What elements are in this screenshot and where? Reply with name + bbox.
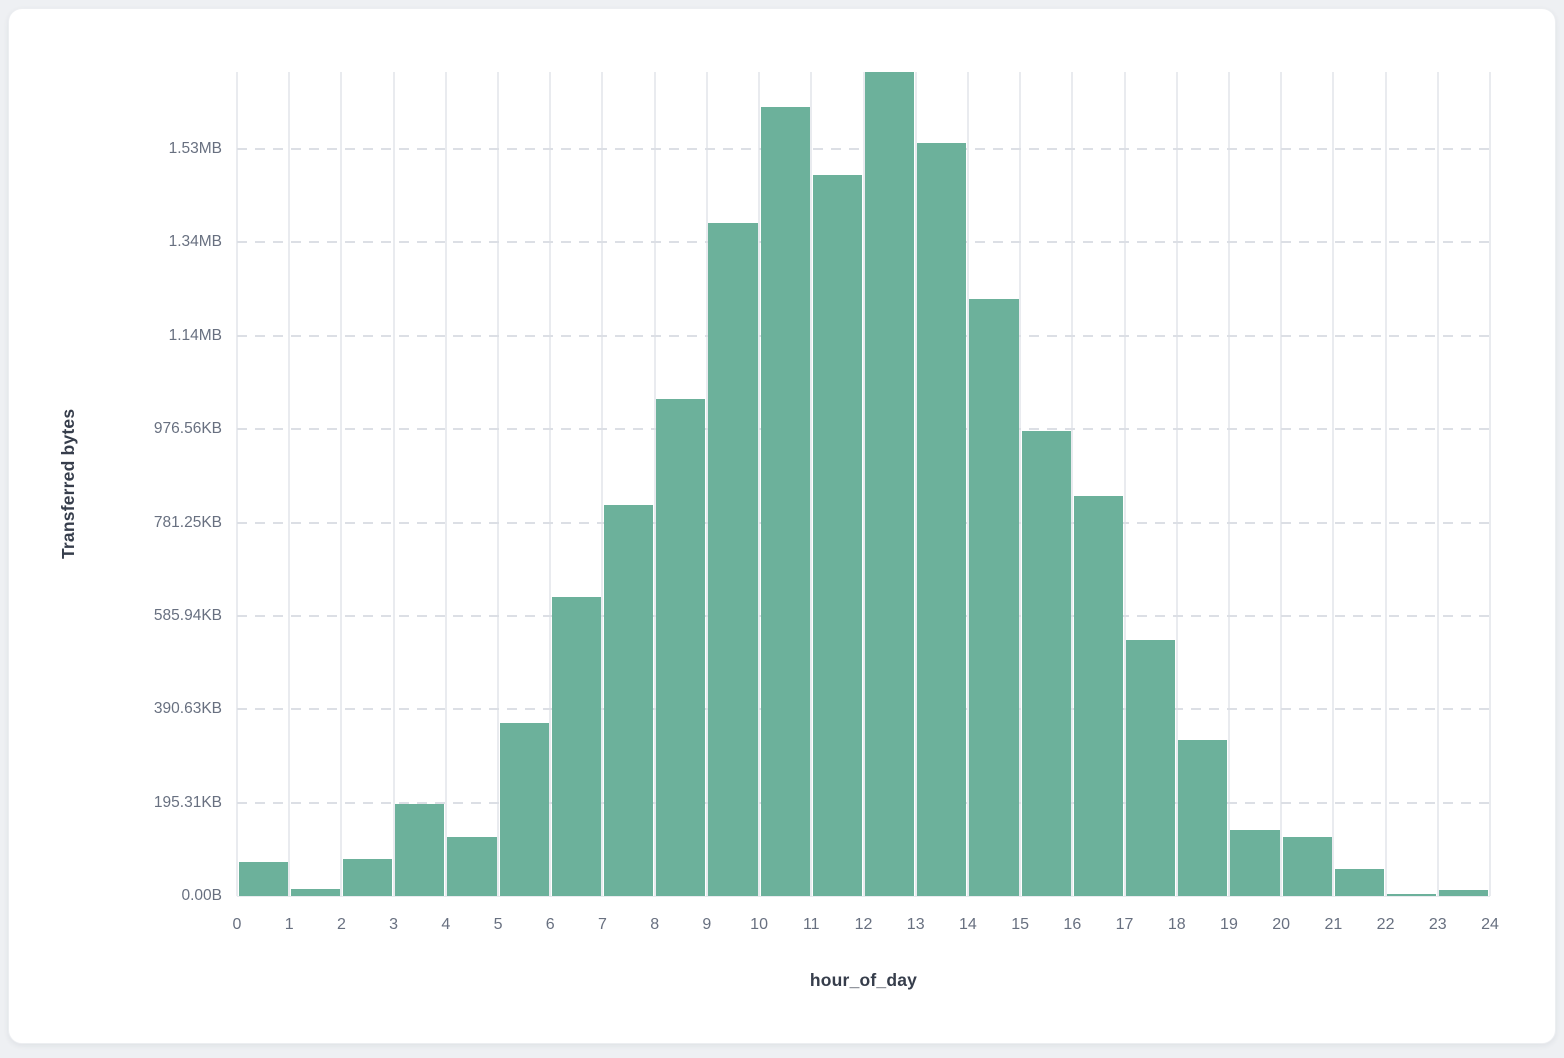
vertical-gridline	[810, 72, 813, 896]
x-tick-label: 20	[1272, 916, 1291, 933]
vertical-gridline	[340, 72, 343, 896]
vertical-gridline	[1280, 72, 1283, 896]
vertical-gridline	[601, 72, 604, 896]
x-tick-label: 11	[802, 916, 820, 933]
vertical-gridline	[497, 72, 500, 896]
x-axis-baseline	[237, 896, 1490, 897]
vertical-gridline	[1175, 72, 1178, 896]
bar-hour-17[interactable]	[1126, 640, 1176, 896]
y-tick-label: 1.53MB	[168, 140, 222, 158]
x-tick-label: 13	[906, 916, 925, 933]
x-tick-label: 10	[750, 916, 768, 933]
x-tick-label: 8	[650, 916, 660, 933]
y-tick-label: 0.00B	[181, 887, 222, 904]
x-tick-label: 24	[1481, 916, 1499, 933]
bar-hour-7[interactable]	[603, 504, 654, 896]
bar-hour-12[interactable]	[865, 72, 915, 896]
x-tick-label: 19	[1220, 916, 1238, 933]
bar-hour-1[interactable]	[290, 889, 340, 896]
x-tick-label: 3	[389, 916, 399, 933]
x-tick-label: 17	[1115, 916, 1134, 933]
bar-hour-9[interactable]	[708, 222, 758, 896]
vertical-gridline	[1332, 72, 1335, 896]
bar-hour-10[interactable]	[760, 107, 810, 896]
vertical-gridline	[653, 72, 656, 896]
bar-hour-23[interactable]	[1439, 890, 1489, 896]
vertical-gridline	[288, 72, 291, 896]
x-tick-label: 22	[1376, 916, 1395, 933]
bar-hour-6[interactable]	[551, 597, 601, 896]
x-tick-label: 1	[284, 916, 294, 933]
vertical-gridline	[1123, 72, 1126, 896]
horizontal-gridline	[237, 708, 1490, 711]
vertical-gridline	[966, 72, 969, 896]
horizontal-gridline	[237, 521, 1490, 524]
bar-hour-16[interactable]	[1073, 496, 1124, 896]
y-tick-label: 390.63KB	[153, 700, 222, 718]
bar-hour-18[interactable]	[1178, 740, 1228, 896]
bar-hour-20[interactable]	[1282, 837, 1332, 896]
vertical-gridline	[1071, 72, 1074, 896]
bar-hour-2[interactable]	[342, 859, 393, 896]
x-tick-label: 0	[232, 916, 242, 933]
horizontal-gridline	[237, 148, 1490, 151]
bar-hour-11[interactable]	[812, 175, 862, 896]
x-tick-label: 23	[1428, 916, 1447, 933]
vertical-gridline	[1384, 72, 1387, 896]
vertical-gridline	[1019, 72, 1022, 896]
vertical-gridline	[549, 72, 552, 896]
vertical-gridline	[1436, 72, 1439, 896]
horizontal-gridline	[237, 241, 1490, 244]
y-axis-title: Transferred bytes	[58, 408, 78, 560]
y-tick-label: 1.14MB	[168, 326, 222, 344]
horizontal-gridline	[237, 801, 1490, 804]
bar-hour-3[interactable]	[395, 804, 445, 896]
x-tick-label: 2	[336, 916, 346, 933]
bar-hour-15[interactable]	[1021, 430, 1071, 896]
vertical-gridline	[758, 72, 761, 896]
x-tick-label: 9	[702, 916, 712, 933]
x-tick-label: 18	[1167, 916, 1186, 933]
bar-hour-8[interactable]	[656, 398, 706, 896]
vertical-gridline	[1227, 72, 1230, 896]
bar-hour-5[interactable]	[499, 723, 549, 896]
histogram-plot-area	[236, 72, 1491, 897]
vertical-gridline	[862, 72, 865, 896]
bar-hour-13[interactable]	[917, 142, 967, 896]
vertical-gridline	[392, 72, 395, 896]
bar-hour-4[interactable]	[447, 837, 497, 896]
bar-hour-19[interactable]	[1230, 830, 1280, 896]
vertical-gridline	[444, 72, 447, 896]
bar-hour-0[interactable]	[238, 861, 288, 896]
x-tick-label: 12	[854, 916, 873, 933]
x-tick-label: 16	[1063, 916, 1082, 933]
bar-hour-14[interactable]	[969, 298, 1019, 896]
bar-hour-21[interactable]	[1334, 868, 1385, 896]
vertical-gridline	[705, 72, 708, 896]
x-axis-title: hour_of_day	[809, 970, 918, 990]
x-tick-label: 14	[959, 916, 977, 933]
x-tick-label: 4	[441, 916, 451, 933]
x-tick-label: 21	[1324, 916, 1343, 933]
y-tick-label: 976.56KB	[153, 420, 222, 438]
bar-hour-22[interactable]	[1387, 894, 1437, 896]
x-tick-label: 15	[1011, 916, 1030, 933]
vertical-gridline	[236, 72, 238, 896]
y-tick-label: 585.94KB	[153, 606, 222, 624]
vertical-gridline	[1489, 72, 1491, 896]
horizontal-gridline	[237, 334, 1490, 337]
y-tick-label: 195.31KB	[153, 793, 222, 811]
x-tick-label: 5	[493, 916, 503, 933]
vertical-gridline	[914, 72, 917, 896]
y-tick-label: 781.25KB	[153, 513, 222, 531]
x-tick-label: 6	[545, 916, 555, 933]
y-tick-label: 1.34MB	[168, 233, 222, 251]
horizontal-gridline	[237, 614, 1490, 617]
horizontal-gridline	[237, 428, 1490, 431]
x-tick-label: 7	[598, 916, 607, 933]
